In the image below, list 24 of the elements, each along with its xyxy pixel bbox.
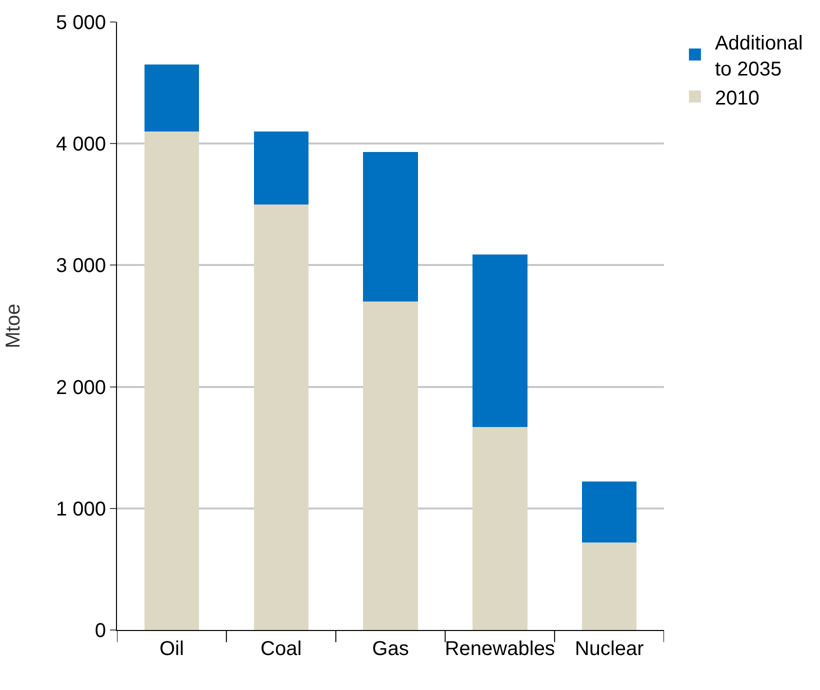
bar	[472, 426, 528, 630]
y-tick-label: 5 000	[56, 12, 106, 34]
bar	[144, 131, 200, 630]
y-tick-label: 4 000	[56, 134, 106, 156]
x-tick-label: Oil	[159, 638, 184, 660]
x-tick-label: Gas	[372, 638, 409, 660]
bar	[582, 482, 637, 542]
y-tick-label: 3 000	[56, 255, 106, 278]
legend-label: 2010	[714, 87, 760, 110]
bar	[363, 302, 418, 630]
x-tick-label: Renewables	[444, 638, 555, 660]
y-tick-label: 1 000	[56, 498, 106, 520]
legend-label: Additional to 2035	[714, 32, 803, 80]
y-tick-label: 0	[94, 620, 106, 642]
y-axis-title: Mtoe	[2, 304, 24, 348]
bar	[144, 64, 200, 132]
bar	[582, 542, 637, 630]
x-tick-label: Nuclear	[574, 638, 644, 660]
bar	[254, 204, 308, 630]
bar	[472, 254, 528, 427]
bar	[254, 131, 308, 204]
bar	[363, 152, 418, 302]
x-tick-label: Coal	[260, 638, 302, 660]
y-tick-label: 2 000	[56, 376, 106, 399]
